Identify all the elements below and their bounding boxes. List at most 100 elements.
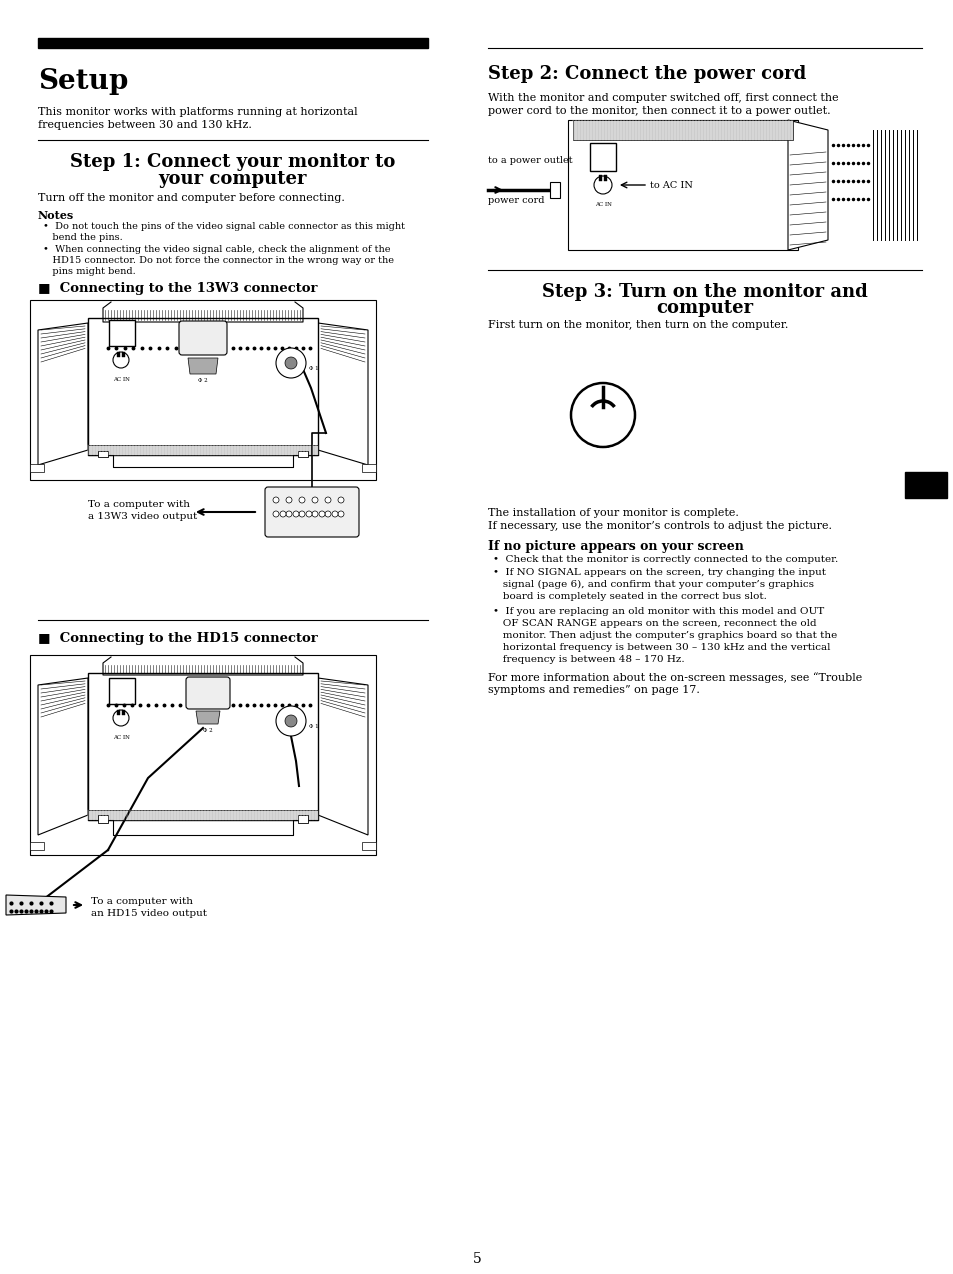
Text: AC IN: AC IN (594, 203, 611, 206)
Bar (573, 120, 792, 140)
Text: First turn on the monitor, then turn on the computer.: First turn on the monitor, then turn on … (488, 320, 787, 330)
Bar (88, 318, 317, 455)
Circle shape (293, 511, 298, 517)
Text: Setup: Setup (38, 68, 129, 96)
Bar (122, 352, 125, 357)
Text: To a computer with: To a computer with (88, 499, 190, 510)
Bar (88, 673, 317, 820)
Text: This monitor works with platforms running at horizontal: This monitor works with platforms runnin… (38, 107, 357, 117)
Circle shape (337, 511, 344, 517)
Text: Turn off the monitor and computer before connecting.: Turn off the monitor and computer before… (38, 192, 345, 203)
Text: The installation of your monitor is complete.: The installation of your monitor is comp… (488, 508, 739, 519)
FancyBboxPatch shape (265, 487, 358, 538)
Circle shape (112, 352, 129, 368)
Circle shape (594, 176, 612, 194)
Text: HD15 connector. Do not force the connector in the wrong way or the: HD15 connector. Do not force the connect… (43, 256, 394, 265)
Circle shape (325, 511, 331, 517)
Circle shape (273, 511, 278, 517)
Polygon shape (6, 896, 66, 915)
FancyBboxPatch shape (179, 321, 227, 355)
Polygon shape (317, 324, 368, 465)
Polygon shape (317, 678, 368, 834)
Circle shape (273, 497, 278, 503)
Text: If no picture appears on your screen: If no picture appears on your screen (488, 540, 743, 553)
Circle shape (286, 497, 292, 503)
Bar (38, 38, 428, 48)
Text: Φ 1: Φ 1 (309, 724, 318, 729)
Text: ■  Connecting to the HD15 connector: ■ Connecting to the HD15 connector (38, 632, 317, 645)
Bar (98, 451, 108, 457)
Text: •  Check that the monitor is correctly connected to the computer.: • Check that the monitor is correctly co… (493, 555, 838, 564)
Text: to a power outlet: to a power outlet (488, 155, 572, 166)
Text: horizontal frequency is between 30 – 130 kHz and the vertical: horizontal frequency is between 30 – 130… (493, 643, 830, 652)
Circle shape (306, 511, 312, 517)
Text: AC IN: AC IN (112, 377, 130, 382)
Bar (361, 464, 375, 471)
Bar (109, 678, 135, 705)
Text: OF SCAN RANGE appears on the screen, reconnect the old: OF SCAN RANGE appears on the screen, rec… (493, 619, 816, 628)
Bar (30, 842, 44, 850)
Circle shape (285, 715, 296, 727)
Circle shape (325, 497, 331, 503)
Text: AC IN: AC IN (112, 735, 130, 740)
Text: power cord to the monitor, then connect it to a power outlet.: power cord to the monitor, then connect … (488, 106, 830, 116)
Text: Step 3: Turn on the monitor and: Step 3: Turn on the monitor and (541, 283, 867, 301)
Text: frequencies between 30 and 130 kHz.: frequencies between 30 and 130 kHz. (38, 120, 252, 130)
Circle shape (337, 497, 344, 503)
Circle shape (280, 511, 286, 517)
Text: Φ 2: Φ 2 (203, 727, 213, 733)
Bar (361, 842, 375, 850)
Polygon shape (580, 403, 624, 447)
Polygon shape (787, 120, 827, 250)
Text: 5: 5 (472, 1252, 481, 1266)
Bar (297, 815, 308, 823)
Text: To a computer with: To a computer with (91, 897, 193, 906)
Circle shape (332, 511, 337, 517)
Text: •  If NO SIGNAL appears on the screen, try changing the input: • If NO SIGNAL appears on the screen, tr… (493, 568, 825, 577)
Text: For more information about the on-screen messages, see “Trouble: For more information about the on-screen… (488, 671, 862, 683)
Text: pins might bend.: pins might bend. (43, 268, 135, 276)
Text: bend the pins.: bend the pins. (43, 233, 123, 242)
Text: to AC IN: to AC IN (649, 181, 692, 190)
Bar (88, 445, 317, 455)
Circle shape (312, 497, 317, 503)
Bar (98, 815, 108, 823)
Bar (117, 710, 120, 715)
Text: EN: EN (916, 479, 935, 492)
Text: •  If you are replacing an old monitor with this model and OUT: • If you are replacing an old monitor wi… (493, 606, 823, 617)
Text: If necessary, use the monitor’s controls to adjust the picture.: If necessary, use the monitor’s controls… (488, 521, 831, 531)
Text: With the monitor and computer switched off, first connect the: With the monitor and computer switched o… (488, 93, 838, 103)
Circle shape (571, 383, 635, 447)
Circle shape (312, 511, 317, 517)
Polygon shape (188, 358, 218, 375)
Bar (598, 175, 601, 181)
Text: symptoms and remedies” on page 17.: symptoms and remedies” on page 17. (488, 685, 700, 696)
Circle shape (318, 511, 325, 517)
Circle shape (112, 710, 129, 726)
Circle shape (275, 348, 306, 378)
Text: monitor. Then adjust the computer’s graphics board so that the: monitor. Then adjust the computer’s grap… (493, 631, 837, 640)
Bar (567, 120, 797, 250)
Text: signal (page 6), and confirm that your computer’s graphics: signal (page 6), and confirm that your c… (493, 580, 813, 589)
Polygon shape (195, 711, 220, 724)
Circle shape (275, 706, 306, 736)
Text: computer: computer (656, 299, 753, 317)
Text: power cord: power cord (488, 196, 544, 205)
Circle shape (298, 497, 305, 503)
Text: ■  Connecting to the 13W3 connector: ■ Connecting to the 13W3 connector (38, 282, 317, 296)
Bar (589, 143, 616, 171)
Text: frequency is between 48 – 170 Hz.: frequency is between 48 – 170 Hz. (493, 655, 684, 664)
Bar (30, 299, 375, 480)
Text: •  Do not touch the pins of the video signal cable connector as this might: • Do not touch the pins of the video sig… (43, 222, 405, 231)
Bar (88, 810, 317, 820)
Bar (603, 175, 606, 181)
Text: Step 1: Connect your monitor to: Step 1: Connect your monitor to (71, 153, 395, 171)
Text: Φ 2: Φ 2 (198, 378, 208, 383)
Polygon shape (38, 678, 88, 834)
Text: board is completely seated in the correct bus slot.: board is completely seated in the correc… (493, 592, 766, 601)
Text: Notes: Notes (38, 210, 74, 220)
Text: Φ 1: Φ 1 (309, 366, 318, 371)
Circle shape (298, 511, 305, 517)
Text: your computer: your computer (158, 169, 307, 189)
Text: a 13W3 video output: a 13W3 video output (88, 512, 197, 521)
